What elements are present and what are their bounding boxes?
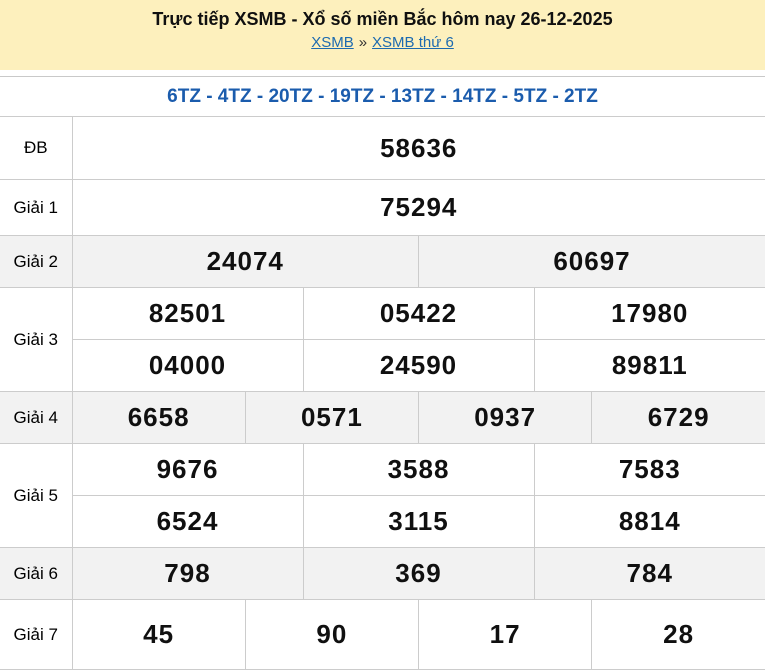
breadcrumb-link-xsmb-thu6[interactable]: XSMB thứ 6: [372, 34, 454, 51]
prize-value: 82501: [72, 288, 303, 340]
header: Trực tiếp XSMB - Xổ số miền Bắc hôm nay …: [0, 0, 765, 70]
table-row-g3b: 04000 24590 89811: [0, 340, 765, 392]
prize-value: 0937: [419, 392, 592, 444]
prize-value-g7: 45: [72, 600, 245, 670]
table-row-g2: Giải 2 24074 60697: [0, 236, 765, 288]
breadcrumb: XSMB » XSMB thứ 6: [0, 34, 765, 51]
table-row-g6: Giải 6 798 369 784: [0, 548, 765, 600]
prize-value: 0571: [245, 392, 418, 444]
prize-value-db: 58636: [72, 117, 765, 180]
page-title: Trực tiếp XSMB - Xổ số miền Bắc hôm nay …: [0, 9, 765, 29]
prize-label-g1: Giải 1: [0, 180, 72, 236]
table-row-g3a: Giải 3 82501 05422 17980: [0, 288, 765, 340]
breadcrumb-link-xsmb[interactable]: XSMB: [311, 34, 354, 51]
prize-label-db: ĐB: [0, 117, 72, 180]
prize-label-g4: Giải 4: [0, 392, 72, 444]
table-row-g4: Giải 4 6658 0571 0937 6729: [0, 392, 765, 444]
prize-value: 6729: [592, 392, 765, 444]
prize-label-g6: Giải 6: [0, 548, 72, 600]
prize-label-g3: Giải 3: [0, 288, 72, 392]
prize-value: 75294: [72, 180, 765, 236]
prize-value-g7: 17: [419, 600, 592, 670]
table-row-g5b: 6524 3115 8814: [0, 496, 765, 548]
summary-line: 6TZ - 4TZ - 20TZ - 19TZ - 13TZ - 14TZ - …: [0, 77, 765, 116]
prize-label-g2: Giải 2: [0, 236, 72, 288]
prize-value: 8814: [534, 496, 765, 548]
prize-value: 6658: [72, 392, 245, 444]
prize-value: 7583: [534, 444, 765, 496]
prize-value: 784: [534, 548, 765, 600]
prize-label-g5: Giải 5: [0, 444, 72, 548]
prize-value: 24074: [72, 236, 419, 288]
prize-value: 05422: [303, 288, 534, 340]
prize-value: 798: [72, 548, 303, 600]
breadcrumb-separator: »: [359, 34, 367, 51]
prize-label-g7: Giải 7: [0, 600, 72, 670]
table-row-g5a: Giải 5 9676 3588 7583: [0, 444, 765, 496]
prize-value: 89811: [534, 340, 765, 392]
table-row-g7: Giải 7 45 90 17 28: [0, 600, 765, 670]
header-divider: [0, 70, 765, 77]
prize-value-g7: 90: [245, 600, 418, 670]
prize-value: 60697: [419, 236, 765, 288]
prize-value: 04000: [72, 340, 303, 392]
prize-value-g7: 28: [592, 600, 765, 670]
table-row-g1: Giải 1 75294: [0, 180, 765, 236]
results-table: ĐB 58636 Giải 1 75294 Giải 2 24074 60697…: [0, 116, 765, 670]
prize-value: 9676: [72, 444, 303, 496]
prize-value: 3115: [303, 496, 534, 548]
prize-value: 17980: [534, 288, 765, 340]
prize-value: 6524: [72, 496, 303, 548]
prize-value: 369: [303, 548, 534, 600]
table-row-db: ĐB 58636: [0, 117, 765, 180]
prize-value: 24590: [303, 340, 534, 392]
prize-value: 3588: [303, 444, 534, 496]
